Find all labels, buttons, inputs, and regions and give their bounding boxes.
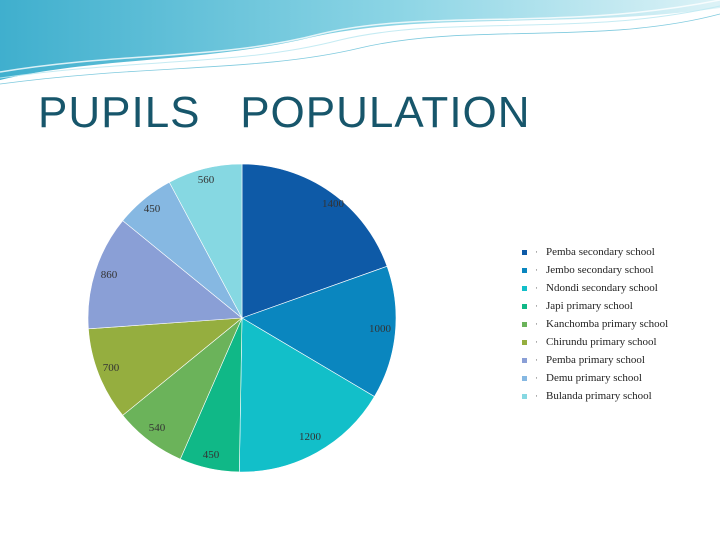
legend-label: Pemba primary school (546, 354, 645, 366)
legend-item: · Pemba secondary school (522, 243, 668, 261)
data-label: 1200 (299, 431, 322, 443)
legend-bullet: · (535, 391, 538, 401)
pie-slice (238, 317, 375, 473)
data-label: 1400 (322, 198, 345, 210)
legend-item: · Pemba primary school (522, 351, 668, 369)
data-label: 860 (101, 269, 118, 281)
legend-bullet: · (535, 283, 538, 293)
legend-bullet: · (535, 301, 538, 311)
legend-item: · Bulanda primary school (522, 387, 668, 405)
legend-bullet: · (535, 319, 538, 329)
legend-swatch (522, 321, 527, 327)
legend-bullet: · (535, 247, 538, 257)
legend-swatch (522, 285, 527, 291)
legend-label: Kanchomba primary school (546, 318, 669, 330)
legend-label: Pemba secondary school (546, 246, 655, 258)
legend-label: Ndondi secondary school (546, 282, 658, 294)
data-label: 450 (203, 449, 220, 461)
chart-legend: · Pemba secondary school · Jembo secondary … (522, 243, 668, 405)
legend-bullet: · (535, 355, 538, 365)
data-label: 540 (149, 422, 166, 434)
decorative-banner (0, 0, 720, 85)
legend-label: Japi primary school (546, 300, 633, 312)
legend-label: Demu primary school (546, 372, 642, 384)
legend-item: · Demu primary school (522, 369, 668, 387)
pie-slice (88, 317, 243, 416)
legend-bullet: · (535, 373, 538, 383)
pie-slice (168, 163, 243, 319)
data-label: 560 (198, 174, 215, 186)
legend-item: · Jembo secondary school (522, 261, 668, 279)
pie-slice (87, 220, 243, 330)
data-label: 1000 (369, 323, 392, 335)
legend-swatch (522, 249, 527, 255)
legend-swatch (522, 267, 527, 273)
legend-label: Chirundu primary school (546, 336, 657, 348)
legend-label: Bulanda primary school (546, 390, 652, 402)
legend-label: Jembo secondary school (546, 264, 654, 276)
legend-item: · Kanchomba primary school (522, 315, 668, 333)
pie-slice (241, 163, 388, 319)
page-title: PUPILS POPULATION (38, 88, 531, 137)
legend-swatch (522, 339, 527, 345)
pie-slice (241, 265, 397, 397)
legend-item: · Japi primary school (522, 297, 668, 315)
legend-item: · Chirundu primary school (522, 333, 668, 351)
legend-bullet: · (535, 337, 538, 347)
legend-swatch (522, 303, 527, 309)
legend-swatch (522, 393, 527, 399)
legend-swatch (522, 357, 527, 363)
data-label: 700 (103, 362, 120, 374)
legend-swatch (522, 375, 527, 381)
legend-bullet: · (535, 265, 538, 275)
legend-item: · Ndondi secondary school (522, 279, 668, 297)
data-label: 450 (144, 203, 161, 215)
